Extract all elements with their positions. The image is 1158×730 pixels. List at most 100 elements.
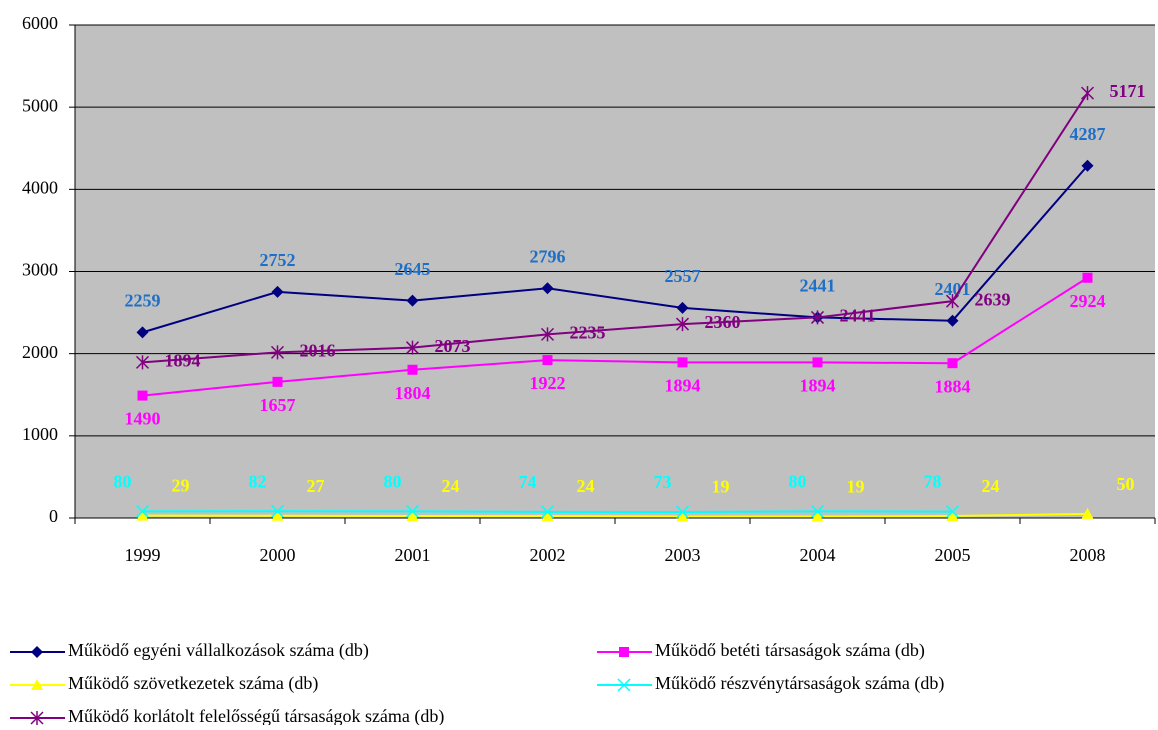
data-label: 24 (577, 476, 595, 496)
y-tick-label: 5000 (22, 95, 58, 115)
marker (270, 345, 285, 360)
x-tick-label: 2003 (665, 545, 701, 565)
data-label: 80 (789, 472, 807, 492)
marker (617, 678, 631, 692)
data-label: 74 (519, 472, 537, 492)
legend-label: Működő betéti társaságok száma (db) (655, 640, 925, 661)
data-label: 19 (712, 477, 730, 497)
marker (947, 358, 958, 369)
data-label: 2645 (395, 259, 431, 279)
series-line (142, 276, 1089, 397)
marker (676, 301, 689, 314)
marker (271, 509, 284, 521)
data-label: 24 (442, 476, 460, 496)
data-label: 2752 (260, 250, 296, 270)
data-label: 1894 (665, 376, 701, 396)
y-tick-label: 3000 (22, 260, 58, 280)
data-label: 2796 (530, 246, 566, 266)
marker (540, 327, 555, 342)
y-tick-label: 2000 (22, 342, 58, 362)
marker (675, 505, 690, 519)
marker (1080, 86, 1095, 101)
marker (31, 679, 43, 690)
data-label: 27 (307, 476, 325, 496)
marker (811, 510, 824, 522)
marker (619, 647, 629, 657)
marker (676, 510, 689, 522)
data-label: 1922 (530, 373, 566, 393)
data-label: 5171 (1110, 81, 1146, 101)
marker (405, 340, 420, 355)
data-label: 24 (982, 476, 1000, 496)
marker (406, 510, 419, 522)
marker (945, 294, 960, 309)
series-line (142, 92, 1089, 364)
data-label: 78 (924, 472, 942, 492)
data-label: 73 (654, 472, 672, 492)
y-tick-label: 4000 (22, 177, 58, 197)
marker (136, 509, 149, 521)
y-tick-label: 1000 (22, 424, 58, 444)
data-label: 82 (249, 471, 267, 491)
marker (406, 294, 419, 307)
marker (541, 282, 554, 295)
x-tick-label: 2001 (395, 545, 431, 565)
legend-label: Működő korlátolt felelősségű társaságok … (68, 706, 444, 725)
x-tick-label: 2004 (800, 545, 836, 565)
marker (675, 317, 690, 332)
data-label: 2557 (665, 266, 701, 286)
marker (541, 510, 554, 522)
data-label: 4287 (1070, 124, 1106, 144)
marker (945, 505, 960, 519)
x-tick-label: 2008 (1070, 545, 1106, 565)
x-tick-label: 1999 (125, 545, 161, 565)
marker (1081, 159, 1094, 172)
marker (30, 711, 44, 725)
data-label: 1884 (935, 376, 971, 396)
marker (135, 504, 150, 518)
series-line (142, 165, 1089, 334)
marker (812, 357, 823, 368)
marker (31, 646, 43, 658)
data-label: 2441 (800, 276, 836, 296)
data-label: 80 (384, 472, 402, 492)
series-line (142, 512, 1088, 518)
marker (136, 326, 149, 339)
data-label: 2235 (570, 322, 606, 342)
marker (135, 355, 150, 370)
x-tick-label: 2000 (260, 545, 296, 565)
data-label: 29 (172, 476, 190, 496)
data-label: 80 (114, 472, 132, 492)
data-label: 2924 (1070, 291, 1106, 311)
data-label: 1804 (395, 383, 431, 403)
marker (137, 390, 148, 401)
legend-label: Működő szövetkezetek száma (db) (68, 673, 318, 694)
marker (405, 504, 420, 518)
x-tick-label: 2002 (530, 545, 566, 565)
legend-label: Működő részvénytársaságok száma (db) (655, 673, 944, 694)
marker (946, 314, 959, 327)
data-label: 19 (847, 477, 865, 497)
x-tick-label: 2005 (935, 545, 971, 565)
marker (407, 364, 418, 375)
marker (270, 504, 285, 518)
marker (272, 376, 283, 387)
data-label: 2401 (935, 279, 971, 299)
marker (1082, 272, 1093, 283)
marker (677, 357, 688, 368)
marker (542, 355, 553, 366)
data-label: 2259 (125, 291, 161, 311)
data-label: 1894 (800, 376, 836, 396)
data-label: 2360 (705, 312, 741, 332)
y-tick-label: 6000 (22, 13, 58, 33)
data-label: 1657 (260, 395, 296, 415)
y-tick-label: 0 (49, 506, 58, 526)
data-label: 50 (1117, 474, 1135, 494)
marker (271, 285, 284, 298)
data-label: 2441 (840, 306, 876, 326)
marker (810, 310, 825, 325)
marker (1081, 507, 1094, 519)
data-label: 1894 (165, 351, 201, 371)
marker (810, 504, 825, 518)
